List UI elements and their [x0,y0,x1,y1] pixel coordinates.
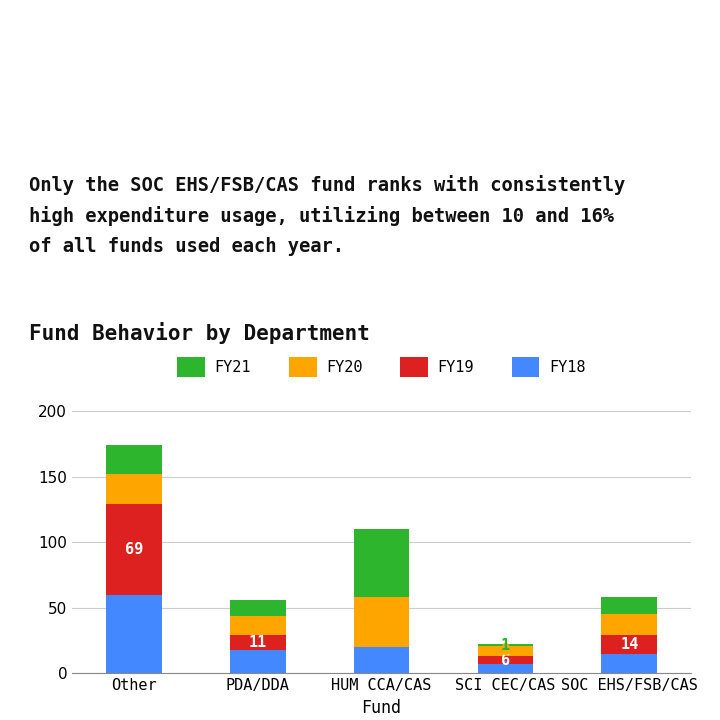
Text: 14: 14 [620,637,639,652]
Bar [230,600,286,616]
Text: FY19: FY19 [437,360,474,374]
Text: Fund Behavior by Department: Fund Behavior by Department [29,322,369,344]
Text: 20: 20 [372,652,391,667]
Text: 16: 16 [620,617,639,632]
Bar [601,598,657,614]
Text: 22: 22 [125,452,143,467]
Text: 69: 69 [125,542,143,557]
Bar [477,644,534,646]
Text: 15: 15 [248,618,267,633]
Bar [177,357,205,377]
Bar [230,649,286,673]
Bar [106,595,162,673]
Bar [601,635,657,654]
Text: FY21: FY21 [215,360,251,374]
Text: 52: 52 [372,556,391,571]
Text: 12: 12 [248,600,267,616]
Text: 7: 7 [501,661,510,676]
Text: 1: 1 [501,637,510,652]
Bar [477,646,534,656]
Text: 60: 60 [125,626,143,642]
Bar [477,656,534,664]
Text: 15: 15 [620,656,639,671]
Bar [601,614,657,635]
Text: 8: 8 [501,644,510,659]
Bar [601,654,657,673]
Text: 6: 6 [501,652,510,667]
Bar [230,635,286,649]
Bar [289,357,317,377]
Text: FY20: FY20 [326,360,362,374]
Text: 11: 11 [248,635,267,650]
Text: Only the SOC EHS/FSB/CAS fund ranks with consistently
high expenditure usage, ut: Only the SOC EHS/FSB/CAS fund ranks with… [29,175,625,256]
Bar [106,504,162,595]
Bar [106,446,162,474]
Bar [477,664,534,673]
Bar [512,357,539,377]
Bar [354,598,410,647]
Text: Expenditure by Department: Expenditure by Department [48,70,672,114]
Bar [230,616,286,635]
X-axis label: Fund: Fund [361,698,402,716]
Bar [400,357,428,377]
Bar [106,474,162,504]
Text: 13: 13 [620,598,639,613]
Text: FY18: FY18 [549,360,585,374]
Text: 38: 38 [372,615,391,630]
Bar [354,529,410,598]
Bar [354,647,410,673]
Text: 23: 23 [125,482,143,497]
Text: 18: 18 [248,654,267,669]
